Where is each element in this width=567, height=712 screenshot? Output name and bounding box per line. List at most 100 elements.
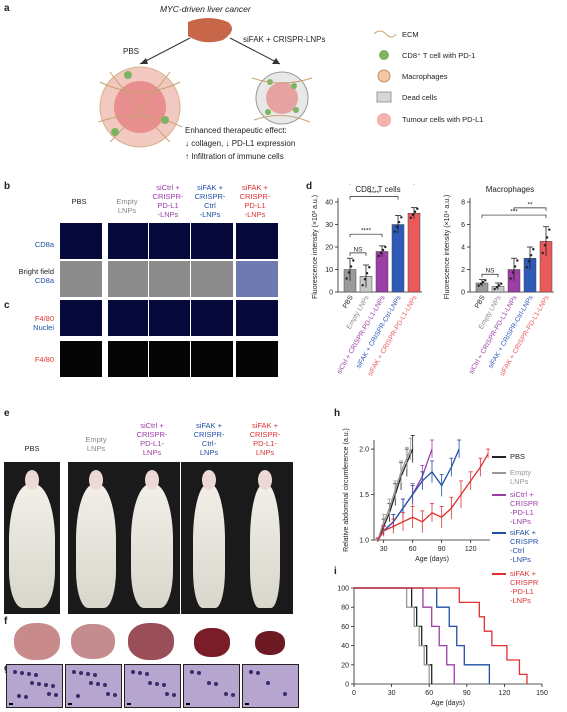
y-axis-label: Fluorescence intensity (×10³ a.u.) <box>312 195 319 299</box>
tumour-nodule <box>138 671 142 675</box>
tumour-nodule <box>103 683 107 687</box>
mouse-group-label-0: PBS <box>4 444 60 453</box>
mouse-group-label-line: Empty <box>85 435 107 444</box>
data-point <box>495 286 499 289</box>
data-point <box>416 207 419 210</box>
tumour-nodule <box>106 692 110 696</box>
tumour-nodule <box>197 671 201 675</box>
micrograph <box>190 260 234 298</box>
micrograph <box>59 340 103 378</box>
group-label-line: -LNPs <box>199 210 221 219</box>
significance-bracket <box>513 207 547 211</box>
micrograph <box>107 260 151 298</box>
bar <box>375 251 389 293</box>
series-line <box>354 587 430 684</box>
x-tick-label: 60 <box>409 546 417 553</box>
arrow-right <box>229 37 281 65</box>
significance-bracket <box>349 196 399 200</box>
tumour-nodule <box>190 670 194 674</box>
data-point <box>411 213 415 216</box>
category-label: PBS <box>474 294 487 310</box>
data-point <box>352 259 355 262</box>
mouse-group-label-2: siCtrl + CRISPR- PD-L1- LNPs <box>124 421 180 457</box>
significance-label: NS <box>353 246 363 253</box>
micrograph <box>148 340 192 378</box>
micrograph <box>59 222 103 260</box>
y-tick-label: 30 <box>325 222 333 229</box>
tumour-nodule <box>44 683 48 687</box>
schematic-drawing <box>97 18 313 148</box>
mouse-group-label-4: siFAK + CRISPR- PD-L1- LNPs <box>237 421 293 457</box>
mouse-photo <box>237 462 293 614</box>
micrograph <box>107 340 151 378</box>
micrograph <box>190 299 234 337</box>
mouse-group-label-line: CRISPR- <box>193 430 225 439</box>
micrograph <box>59 260 103 298</box>
panel-label-b: b <box>4 181 11 192</box>
legend-entry-line: CRISPR <box>510 499 539 508</box>
legend-entry-line: -LNPs <box>510 596 531 605</box>
chart-macrophages: Macrophages 0 2 4 6 8 Fluorescence intensity (… <box>444 185 554 377</box>
tumour-nodule <box>17 694 21 698</box>
data-point <box>516 259 519 262</box>
data-point <box>497 284 501 287</box>
macrophage-icon <box>377 69 391 83</box>
tumour-nodule <box>34 673 38 677</box>
group-label-line: PD-L1 <box>157 201 179 210</box>
data-point <box>363 278 367 281</box>
micrograph <box>235 222 279 260</box>
tumour-nodule <box>20 671 24 675</box>
data-point <box>345 277 348 280</box>
mouse-photo <box>124 462 180 614</box>
tumour-nodule <box>96 682 100 686</box>
panel-label-d: d <box>306 181 313 192</box>
series-line <box>354 587 433 684</box>
tumour-nodule <box>207 681 211 685</box>
group-label-0: PBS <box>53 197 105 206</box>
legend-entry-line: -Ctrl <box>510 546 525 555</box>
histology-image <box>65 664 122 708</box>
effect-title: Enhanced therapeutic effect: <box>185 126 287 135</box>
tumour-nodule <box>256 671 260 675</box>
data-point <box>379 251 383 255</box>
group-label-line: Empty <box>116 197 138 206</box>
legend-swatch <box>492 472 506 474</box>
group-label-line: siCtrl + <box>156 183 180 192</box>
schematic-title: MYC-driven liver cancer <box>160 4 251 14</box>
significance-bracket <box>349 233 383 238</box>
data-point <box>349 265 353 268</box>
panel-label-e: e <box>4 408 10 419</box>
tumour-nodule <box>86 672 90 676</box>
mouse-group-label-line: LNPs <box>86 444 106 453</box>
micrograph <box>107 222 151 260</box>
tumour-cell-icon <box>377 113 391 127</box>
liver-photo <box>194 628 230 657</box>
x-axis-label: Age (days) <box>415 556 449 563</box>
mouse-group-label-3: siFAK + CRISPR- Ctrl- LNPs <box>181 421 237 457</box>
tumour-nodule <box>13 670 17 674</box>
tumour-nodule <box>30 681 34 685</box>
panel-label-f: f <box>4 616 8 627</box>
data-point <box>395 225 399 229</box>
y-tick-label: 0 <box>345 682 349 689</box>
mouse-head <box>145 470 159 490</box>
data-point <box>397 220 401 224</box>
liver-photo <box>71 624 115 660</box>
legend-entry-line: -LNPs <box>510 555 531 564</box>
significance-label: *** <box>510 209 518 216</box>
mouse-group-label-line: siFAK + <box>251 421 279 430</box>
chart-cd8: CD8⁺ T cells 0 10 20 30 40 Fluorescence intens… <box>312 184 422 377</box>
mouse-group-label-line: PBS <box>24 444 40 453</box>
micrograph <box>235 299 279 337</box>
legend-swatch <box>492 494 506 496</box>
legend-entry-line: siFAK + <box>510 528 537 537</box>
label-c-f480-2: F4/80 <box>34 355 54 364</box>
data-point <box>409 216 412 219</box>
tumour-nodule <box>131 670 135 674</box>
y-tick-label: 20 <box>341 662 349 669</box>
mouse-group-label-line: LNPs <box>255 448 275 457</box>
data-point <box>527 260 531 263</box>
mouse-photo <box>68 462 124 614</box>
legend-entry-1: Empty LNPs <box>510 468 566 486</box>
data-point <box>509 277 512 280</box>
